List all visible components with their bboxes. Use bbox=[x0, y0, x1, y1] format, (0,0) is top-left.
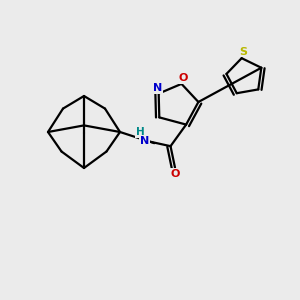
Text: O: O bbox=[170, 169, 180, 179]
Text: H: H bbox=[136, 128, 145, 137]
Text: S: S bbox=[239, 46, 247, 57]
Text: O: O bbox=[178, 74, 188, 83]
Text: N: N bbox=[153, 83, 162, 93]
Text: N: N bbox=[140, 136, 149, 146]
